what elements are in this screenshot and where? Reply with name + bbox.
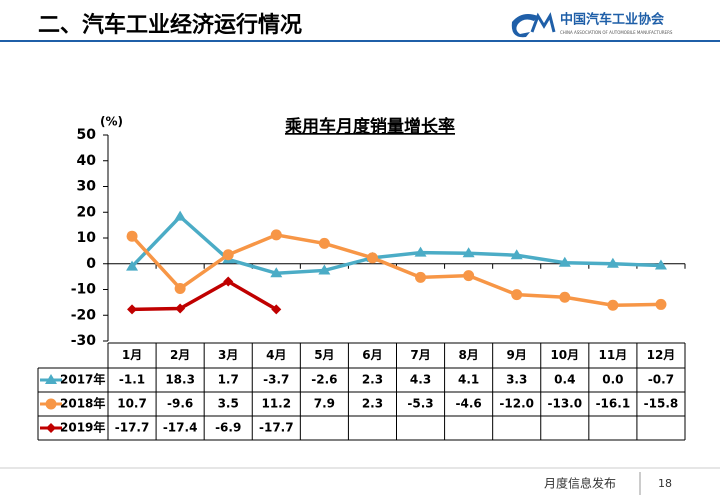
x-tick-label: 11月 (599, 348, 628, 362)
x-tick-label: 5月 (314, 348, 334, 362)
data-label: -17.7 (259, 421, 294, 435)
data-label: -4.6 (456, 397, 482, 411)
data-label: -13.0 (547, 397, 582, 411)
y-tick-label: 0 (86, 256, 96, 272)
y-tick-label: 40 (77, 153, 97, 169)
data-label: 0.4 (554, 373, 575, 387)
data-point (174, 282, 186, 294)
data-point (606, 257, 619, 268)
series-line (130, 233, 661, 307)
legend-marker (46, 423, 56, 433)
data-label: 1.7 (218, 373, 239, 387)
data-label: -17.7 (115, 421, 150, 435)
data-label: 4.3 (410, 373, 431, 387)
header-title: 二、汽车工业经济运行情况 (38, 12, 302, 38)
x-tick-label: 1月 (122, 348, 142, 362)
data-label: -5.3 (407, 397, 433, 411)
x-tick-label: 6月 (362, 348, 382, 362)
data-point (511, 289, 523, 301)
data-label: -12.0 (499, 397, 534, 411)
data-label: -0.7 (648, 373, 674, 387)
data-point (127, 304, 138, 315)
data-point (415, 271, 427, 283)
logo (511, 12, 556, 38)
legend-label: 2018年 (60, 396, 105, 411)
data-label: -16.1 (596, 397, 631, 411)
data-label: 4.1 (458, 373, 479, 387)
data-point (655, 298, 667, 310)
logo-mark (530, 12, 556, 33)
y-tick-label: 10 (77, 230, 97, 246)
y-tick-label: 20 (77, 204, 97, 220)
data-label: 3.3 (506, 373, 527, 387)
chart-title: 乘用车月度销量增长率 (284, 116, 455, 137)
data-point (654, 259, 667, 270)
x-tick-label: 4月 (266, 348, 286, 362)
page-number: 18 (658, 477, 672, 490)
data-label: -9.6 (167, 397, 193, 411)
y-axis-label: (%) (100, 115, 123, 129)
data-point (222, 249, 234, 261)
x-tick-label: 8月 (458, 348, 478, 362)
y-tick-label: 50 (77, 127, 97, 143)
x-tick-label: 10月 (550, 348, 579, 362)
y-tick-label: -10 (71, 282, 97, 298)
data-label: 2.3 (362, 373, 383, 387)
data-label: 10.7 (117, 397, 147, 411)
data-label: -2.6 (311, 373, 337, 387)
x-tick-label: 9月 (507, 348, 527, 362)
data-label: 0.0 (602, 373, 623, 387)
data-point (462, 247, 475, 258)
y-tick-label: 30 (77, 179, 97, 195)
legend-label: 2017年 (60, 372, 105, 387)
data-point (318, 237, 330, 249)
x-tick-label: 12月 (647, 348, 676, 362)
data-label: -17.4 (163, 421, 198, 435)
y-tick-label: -20 (71, 307, 97, 323)
footer-text: 月度信息发布 (544, 476, 616, 491)
series-line (132, 279, 278, 312)
data-label: 11.2 (261, 397, 291, 411)
data-point (558, 256, 571, 267)
data-label: -1.1 (119, 373, 145, 387)
data-point (270, 267, 283, 278)
data-point (510, 249, 523, 260)
x-tick-label: 3月 (218, 348, 238, 362)
data-label: 18.3 (165, 373, 195, 387)
x-tick-label: 2月 (170, 348, 190, 362)
data-point (463, 270, 475, 282)
data-point (223, 276, 234, 287)
data-point (607, 299, 619, 311)
legend-marker (45, 374, 57, 384)
data-point (270, 229, 282, 241)
data-point (559, 291, 571, 303)
logo-english: CHINA ASSOCIATION OF AUTOMOBILE MANUFACT… (560, 30, 673, 35)
legend-label: 2019年 (60, 420, 105, 435)
data-point (126, 260, 139, 271)
data-point (174, 210, 187, 221)
data-label: -6.9 (215, 421, 241, 435)
x-tick-label: 7月 (410, 348, 430, 362)
logo-mark (511, 14, 538, 38)
data-label: 2.3 (362, 397, 383, 411)
data-point (271, 304, 282, 315)
data-point (175, 303, 186, 314)
logo-text: 中国汽车工业协会 (560, 12, 665, 28)
legend-marker (45, 398, 57, 410)
data-label: 7.9 (314, 397, 335, 411)
data-point (366, 252, 378, 264)
header-rule (0, 40, 720, 42)
data-point (414, 246, 427, 257)
data-label: -3.7 (263, 373, 289, 387)
data-label: -15.8 (644, 397, 679, 411)
y-tick-label: -30 (71, 333, 97, 349)
series-line (130, 214, 662, 276)
data-label: 3.5 (218, 397, 239, 411)
data-point (126, 230, 138, 242)
data-point (318, 264, 331, 275)
